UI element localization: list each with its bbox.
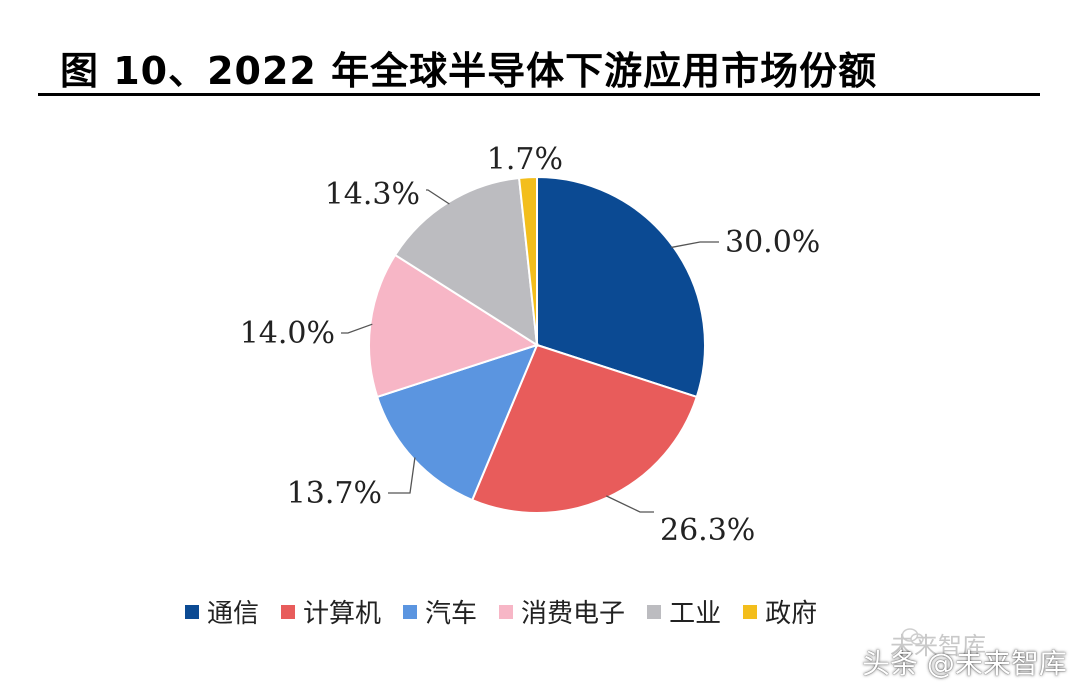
data-label-4: 14.0% — [240, 316, 335, 351]
data-label-5: 14.3% — [325, 177, 420, 212]
legend-label: 政府 — [765, 599, 818, 629]
legend-swatch — [281, 604, 296, 619]
leader-line-4 — [341, 323, 373, 334]
legend-swatch — [403, 604, 418, 619]
legend-item-4: 消费电子 — [499, 593, 625, 630]
leader-line-1 — [671, 241, 719, 249]
pie-slice-5 — [393, 176, 539, 347]
data-label-2: 26.3% — [660, 513, 755, 548]
legend-item-5: 工业 — [647, 593, 721, 630]
pie-slice-6 — [517, 175, 538, 346]
legend-item-1: 通信 — [185, 593, 259, 630]
legend-label: 汽车 — [425, 599, 478, 629]
legend-item-6: 政府 — [743, 593, 817, 630]
title-underline — [38, 93, 1040, 96]
legend-item-2: 计算机 — [281, 593, 381, 630]
data-label-1: 30.0% — [725, 225, 820, 260]
pie-slice-3 — [375, 343, 539, 502]
leader-line-3 — [388, 457, 416, 494]
legend-item-3: 汽车 — [403, 593, 477, 630]
wechat-icon — [902, 628, 924, 645]
legend-label: 通信 — [207, 599, 260, 629]
pie-slice-2 — [470, 343, 699, 514]
legend-swatch — [185, 604, 199, 619]
watermark: 头条 @未来智库 — [862, 647, 1067, 680]
watermark-faint: 未来智库 — [890, 632, 986, 660]
pie-slice-4 — [368, 253, 540, 399]
chart-title: 图 10、2022 年全球半导体下游应用市场份额 — [60, 49, 878, 93]
leader-line-2 — [605, 495, 654, 513]
pie-slice-1 — [536, 175, 706, 399]
leader-line-5 — [426, 189, 450, 205]
legend-label: 工业 — [669, 599, 722, 629]
legend-label: 消费电子 — [521, 599, 626, 629]
legend-swatch — [743, 604, 758, 619]
data-label-3: 13.7% — [287, 476, 382, 511]
legend-swatch — [647, 604, 662, 619]
legend-swatch — [499, 604, 514, 619]
data-label-6: 1.7% — [487, 142, 563, 177]
legend-label: 计算机 — [303, 599, 382, 629]
chart-legend: 通信 计算机 汽车 消费电子 工业 政府 — [185, 593, 839, 630]
